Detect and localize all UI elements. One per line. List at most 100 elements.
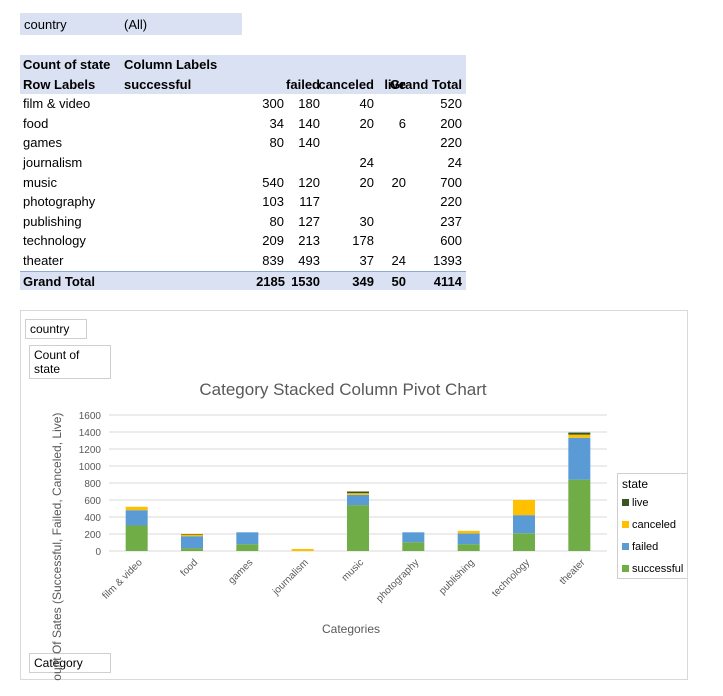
cell-total: 600: [440, 233, 462, 249]
cell-total: 200: [440, 115, 462, 131]
cell-canceled: 20: [359, 174, 374, 190]
cell-total: 220: [440, 194, 462, 210]
bar-live: [568, 432, 591, 435]
bar-successful: [125, 525, 148, 551]
pivot-row: technology 209 213 178 600: [20, 231, 466, 251]
col-header-successful: successful: [124, 76, 192, 92]
pivot-row: photography 103 117 220: [20, 192, 466, 212]
y-tick-label: 800: [84, 479, 101, 490]
legend-label: canceled: [632, 519, 677, 531]
cell-failed: 493: [298, 252, 320, 268]
bar-successful: [181, 548, 203, 551]
legend-label: failed: [632, 541, 659, 553]
row-label[interactable]: music: [23, 174, 57, 190]
bar-canceled: [347, 493, 369, 495]
grand-total-live: 50: [391, 273, 406, 289]
cell-canceled: 40: [359, 96, 374, 112]
chart-title: Category Stacked Column Pivot Chart: [199, 380, 487, 399]
row-label[interactable]: publishing: [23, 213, 82, 229]
legend-swatch: [622, 499, 629, 506]
legend-item-successful[interactable]: successful: [622, 563, 683, 575]
y-tick-label: 0: [95, 547, 101, 558]
row-labels-header[interactable]: Row Labels: [23, 76, 96, 92]
report-filter[interactable]: country (All): [20, 13, 242, 35]
cell-failed: 120: [298, 174, 320, 190]
bar-failed: [568, 437, 591, 480]
cell-successful: 80: [269, 213, 284, 229]
y-tick-label: 400: [84, 513, 101, 524]
cell-total: 220: [440, 135, 462, 151]
chart-canvas: Category Stacked Column Pivot Chart Cate…: [50, 380, 607, 681]
cell-canceled: 24: [359, 154, 374, 170]
legend-item-live[interactable]: live: [622, 497, 649, 509]
col-header-live: live: [384, 76, 406, 92]
legend-title[interactable]: state: [622, 477, 649, 491]
cell-successful: 80: [269, 135, 284, 151]
cell-failed: 117: [299, 194, 320, 210]
legend-item-canceled[interactable]: canceled: [622, 519, 676, 531]
pivot-row: film & video 300 180 40 520: [20, 94, 466, 114]
x-tick-label: games: [226, 557, 255, 586]
cell-canceled: 20: [359, 115, 374, 131]
column-labels-header[interactable]: Column Labels: [124, 57, 218, 72]
col-header-grand-total: Grand Total: [390, 76, 462, 92]
legend-swatch: [622, 543, 629, 550]
cell-canceled: 30: [359, 213, 374, 229]
legend-item-failed[interactable]: failed: [622, 541, 658, 553]
pivot-grand-total-row: Grand Total 2185 1530 349 50 4114: [20, 270, 466, 291]
x-tick-label: technology: [490, 557, 532, 599]
cell-successful: 540: [262, 174, 284, 190]
cell-successful: 839: [262, 252, 284, 268]
y-tick-label: 600: [84, 496, 101, 507]
grand-total-canceled: 349: [352, 273, 374, 289]
cell-canceled: 178: [352, 233, 374, 249]
chart-value-field-button[interactable]: Count of state: [29, 345, 111, 379]
bar-successful: [347, 505, 369, 551]
x-tick-label: theater: [558, 557, 588, 587]
row-label[interactable]: theater: [23, 252, 64, 268]
bar-failed: [402, 532, 425, 543]
row-label[interactable]: games: [23, 135, 63, 151]
cell-total: 700: [440, 174, 462, 190]
legend-label: live: [632, 497, 649, 509]
pivot-chart[interactable]: country Count of state Category Category…: [20, 310, 688, 681]
bar-failed: [236, 532, 259, 545]
bar-live: [347, 491, 369, 494]
pivot-row: games 80 140 220: [20, 133, 466, 153]
cell-failed: 180: [298, 96, 320, 112]
bar-canceled: [291, 548, 314, 551]
value-field-label[interactable]: Count of state: [23, 57, 111, 72]
grand-total-label: Grand Total: [23, 273, 95, 289]
x-tick-label: publishing: [437, 557, 477, 597]
row-label[interactable]: photography: [23, 194, 96, 210]
y-tick-label: 1400: [79, 428, 102, 439]
bar-canceled: [513, 500, 535, 516]
x-axis-title: Categories: [322, 622, 380, 636]
row-label[interactable]: technology: [23, 233, 86, 249]
cell-successful: 300: [262, 96, 284, 112]
bar-successful: [402, 542, 425, 551]
bar-live: [181, 534, 203, 535]
chart-axis-field-button[interactable]: Category: [29, 653, 111, 673]
row-label[interactable]: film & video: [23, 96, 91, 112]
filter-label: country: [24, 17, 67, 32]
bar-successful: [457, 544, 480, 551]
x-tick-label: film & video: [100, 557, 145, 602]
chart-filter-button[interactable]: country: [25, 319, 87, 339]
cell-successful: 34: [269, 115, 284, 131]
x-tick-label: journalism: [270, 557, 311, 598]
y-tick-label: 1000: [79, 462, 102, 473]
cell-canceled: 37: [359, 252, 374, 268]
filter-value[interactable]: (All): [124, 17, 148, 32]
row-label[interactable]: food: [23, 115, 49, 131]
bar-failed: [181, 536, 203, 549]
cell-total: 237: [440, 213, 462, 229]
bar-successful: [513, 533, 535, 551]
bar-failed: [513, 515, 535, 534]
pivot-row: journalism 24 24: [20, 153, 466, 173]
pivot-header-row-2: Row Labels successful failed canceled li…: [20, 74, 466, 95]
row-label[interactable]: journalism: [23, 154, 83, 170]
cell-successful: 209: [262, 233, 284, 249]
col-header-failed: failed: [286, 76, 320, 92]
cell-live: 24: [391, 252, 406, 268]
